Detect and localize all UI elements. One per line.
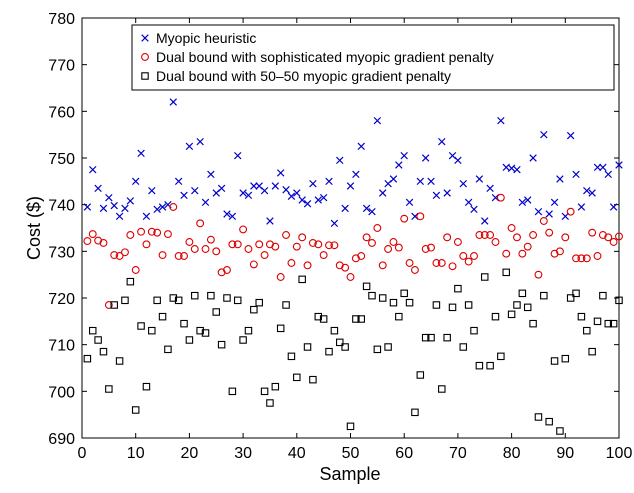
x-tick-label: 10	[127, 445, 145, 462]
y-tick-label: 730	[48, 244, 75, 261]
y-tick-label: 760	[48, 104, 75, 121]
x-tick-label: 20	[181, 445, 199, 462]
x-tick-label: 40	[288, 445, 306, 462]
y-tick-label: 770	[48, 58, 75, 75]
y-tick-label: 740	[48, 198, 75, 215]
x-axis-label: Sample	[319, 464, 380, 484]
y-tick-label: 690	[48, 431, 75, 448]
y-tick-label: 720	[48, 291, 75, 308]
y-tick-label: 710	[48, 338, 75, 355]
y-tick-label: 780	[48, 11, 75, 28]
x-tick-label: 50	[342, 445, 360, 462]
legend-label-5050-penalty: Dual bound with 50–50 myopic gradient pe…	[156, 68, 451, 84]
x-tick-label: 30	[234, 445, 252, 462]
y-axis-label: Cost ($)	[24, 196, 44, 260]
x-tick-label: 70	[449, 445, 467, 462]
legend: Myopic heuristic Dual bound with sophist…	[132, 25, 614, 90]
legend-label-sophisticated-penalty: Dual bound with sophisticated myopic gra…	[156, 49, 494, 65]
x-tick-label: 80	[503, 445, 521, 462]
x-tick-label: 90	[556, 445, 574, 462]
x-tick-label: 60	[395, 445, 413, 462]
y-tick-label: 750	[48, 151, 75, 168]
x-tick-label: 100	[606, 445, 633, 462]
legend-label-myopic-heuristic: Myopic heuristic	[156, 30, 256, 46]
x-tick-label: 0	[78, 445, 87, 462]
y-tick-label: 700	[48, 384, 75, 401]
